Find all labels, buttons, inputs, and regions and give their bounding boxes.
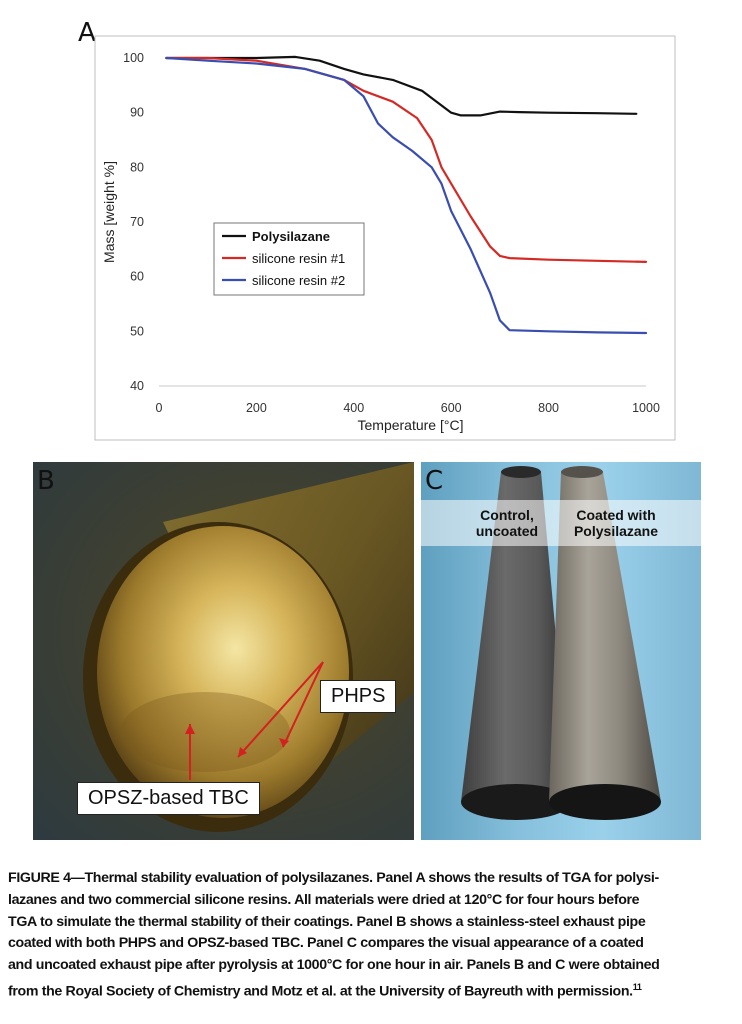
chart-frame — [94, 35, 676, 441]
x-tick-label: 800 — [538, 401, 559, 415]
y-tick-label: 70 — [130, 215, 144, 229]
coated-label-line2: Polysilazane — [573, 523, 659, 539]
x-tick-label: 600 — [441, 401, 462, 415]
phps-label: PHPS — [320, 680, 397, 713]
two-pipes-photo — [421, 466, 701, 820]
x-tick-label: 400 — [343, 401, 364, 415]
y-tick-label: 40 — [130, 379, 144, 393]
caption-line-5: and uncoated exhaust pipe after pyrolysi… — [8, 957, 660, 974]
x-tick-label: 0 — [156, 401, 163, 415]
control-label-line1: Control, — [480, 507, 534, 523]
caption-line-1: FIGURE 4—Thermal stability evaluation of… — [8, 870, 659, 886]
panel-label-c: C — [425, 466, 444, 496]
series-line-1 — [165, 55, 638, 117]
legend-label-3: silicone resin #2 — [252, 273, 345, 288]
y-tick-label: 90 — [130, 106, 144, 120]
y-tick-label: 50 — [130, 324, 144, 338]
y-tick-label: 80 — [130, 160, 144, 174]
x-axis-label: Temperature [°C] — [358, 417, 464, 433]
caption-line-2: lazanes and two commercial silicone resi… — [8, 891, 640, 908]
tga-chart-panel: A 0 200 400 600 800 1000 40 50 60 70 80 90 100 Temper… — [0, 0, 742, 450]
x-tick-label: 1000 — [632, 401, 660, 415]
opsz-label: OPSZ-based TBC — [77, 782, 260, 815]
series-line-3 — [165, 56, 648, 335]
caption-line-6: from the Royal Society of Chemistry and … — [8, 977, 738, 1004]
caption-line-6-text: from the Royal Society of Chemistry and … — [8, 983, 633, 1000]
caption-reference: 11 — [632, 981, 642, 992]
figure-caption: FIGURE 4—Thermal stability evaluation of… — [8, 868, 738, 1004]
coated-pipe-photo — [83, 462, 414, 832]
control-label-line2: uncoated — [475, 523, 539, 539]
tga-chart: 0 200 400 600 800 1000 40 50 60 70 80 90 100 Temperat… — [94, 35, 676, 441]
coated-label-line1: Coated with — [576, 507, 656, 523]
panel-label-b: B — [37, 466, 55, 496]
legend-label-2: silicone resin #1 — [252, 251, 345, 266]
panel-b-photo: B PHPS OPSZ-based TBC — [33, 462, 414, 840]
panel-label-a: A — [78, 18, 96, 48]
y-tick-label: 60 — [130, 270, 144, 284]
caption-line-3: TGA to simulate the thermal stability of… — [8, 913, 646, 930]
x-tick-label: 200 — [246, 401, 267, 415]
legend-label-1: Polysilazane — [252, 229, 330, 244]
coated-label: Coated with Polysilazane — [561, 507, 671, 539]
caption-line-4: coated with both PHPS and OPSZ-based TBC… — [8, 935, 644, 952]
control-uncoated-label: Control, uncoated — [459, 507, 555, 539]
y-axis-label: Mass [weight %] — [101, 161, 117, 263]
y-tick-label: 100 — [123, 51, 144, 65]
panel-c-photo: C Control, uncoated Coated with Polysila… — [421, 462, 701, 840]
